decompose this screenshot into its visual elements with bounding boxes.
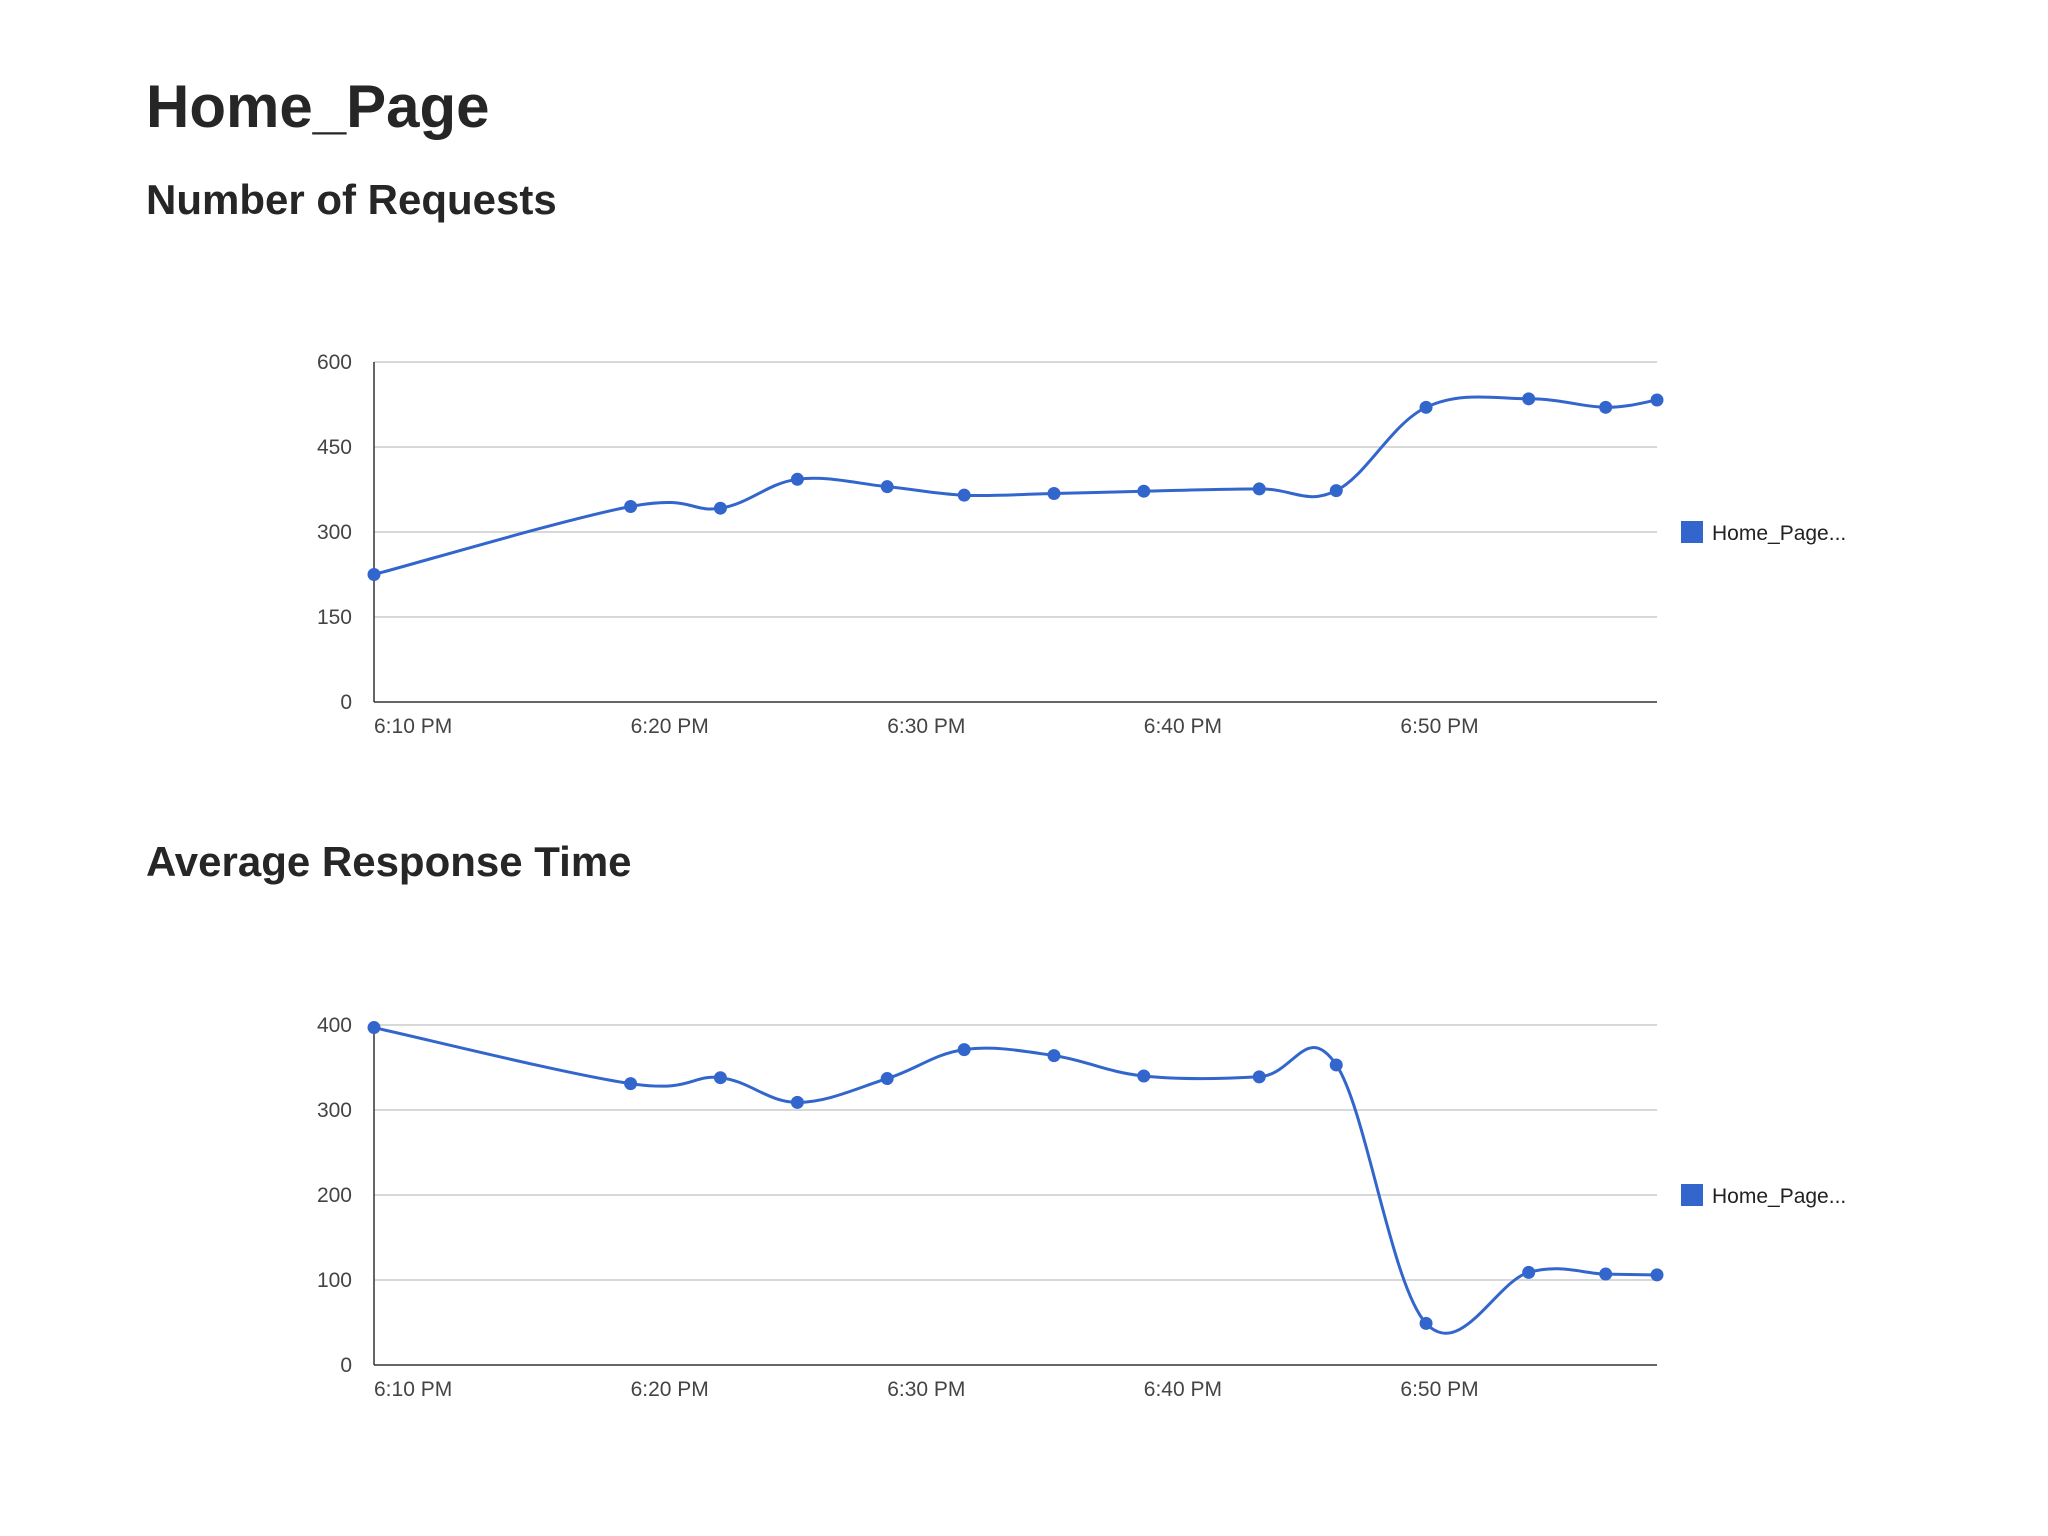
data-point[interactable] <box>1047 486 1061 500</box>
x-tick-label: 6:10 PM <box>374 1378 452 1401</box>
data-point[interactable] <box>957 488 971 502</box>
x-tick-label: 6:50 PM <box>1400 715 1478 738</box>
page-title: Home_Page <box>146 73 490 140</box>
chart-title-requests: Number of Requests <box>146 176 557 223</box>
requests-line-chart: 0 150 300 450 600 6:10 PM 6:20 PM 6:30 PM 6:40 P… <box>317 351 1846 738</box>
x-tick-label: 6:10 PM <box>374 715 452 738</box>
data-point[interactable] <box>1522 1265 1536 1279</box>
data-point[interactable] <box>1650 1268 1664 1282</box>
data-point[interactable] <box>1047 1049 1061 1063</box>
legend-label[interactable]: Home_Page... <box>1712 1185 1846 1208</box>
data-point[interactable] <box>624 1077 638 1091</box>
data-point[interactable] <box>624 500 638 513</box>
y-tick-label: 300 <box>317 1099 352 1122</box>
y-tick-label: 450 <box>317 436 352 459</box>
data-point[interactable] <box>1419 400 1433 414</box>
y-tick-label: 100 <box>317 1269 352 1292</box>
y-tick-label: 200 <box>317 1184 352 1207</box>
data-point[interactable] <box>880 480 894 494</box>
y-tick-label: 600 <box>317 351 352 374</box>
x-tick-label: 6:40 PM <box>1144 715 1222 738</box>
y-tick-label: 150 <box>317 606 352 629</box>
series-line <box>372 1026 1659 1335</box>
y-tick-label: 300 <box>317 521 352 544</box>
x-tick-label: 6:40 PM <box>1144 1378 1222 1401</box>
y-tick-label: 0 <box>340 691 352 714</box>
data-point[interactable] <box>713 501 727 515</box>
x-tick-label: 6:50 PM <box>1400 1378 1478 1401</box>
data-point[interactable] <box>713 1071 727 1085</box>
legend-swatch <box>1681 521 1703 543</box>
data-point[interactable] <box>1599 400 1613 414</box>
data-point[interactable] <box>880 1072 894 1086</box>
data-point[interactable] <box>1252 482 1266 496</box>
data-point[interactable] <box>1252 1070 1266 1084</box>
chart-title-response-time: Average Response Time <box>146 838 632 885</box>
data-point[interactable] <box>1329 1058 1343 1072</box>
legend-swatch <box>1681 1184 1703 1206</box>
data-point[interactable] <box>1599 1267 1613 1281</box>
data-point[interactable] <box>1650 393 1664 407</box>
legend-label[interactable]: Home_Page... <box>1712 522 1846 545</box>
data-point[interactable] <box>790 1095 804 1109</box>
data-point[interactable] <box>790 472 804 486</box>
data-point[interactable] <box>957 1043 971 1057</box>
data-point[interactable] <box>367 568 381 581</box>
y-tick-label: 0 <box>340 1354 352 1377</box>
x-tick-label: 6:20 PM <box>631 715 709 738</box>
data-point[interactable] <box>1329 484 1343 498</box>
y-tick-label: 400 <box>317 1014 352 1037</box>
x-tick-label: 6:30 PM <box>887 715 965 738</box>
data-point[interactable] <box>367 1021 381 1035</box>
data-point[interactable] <box>1522 392 1536 406</box>
series-line <box>372 395 1659 576</box>
data-point[interactable] <box>1137 484 1151 498</box>
response-time-line-chart: 0 100 200 300 400 6:10 PM 6:20 PM 6:30 PM 6:40 P… <box>317 1014 1846 1401</box>
x-tick-label: 6:30 PM <box>887 1378 965 1401</box>
data-point[interactable] <box>1419 1316 1433 1330</box>
data-point[interactable] <box>1137 1069 1151 1083</box>
x-tick-label: 6:20 PM <box>631 1378 709 1401</box>
